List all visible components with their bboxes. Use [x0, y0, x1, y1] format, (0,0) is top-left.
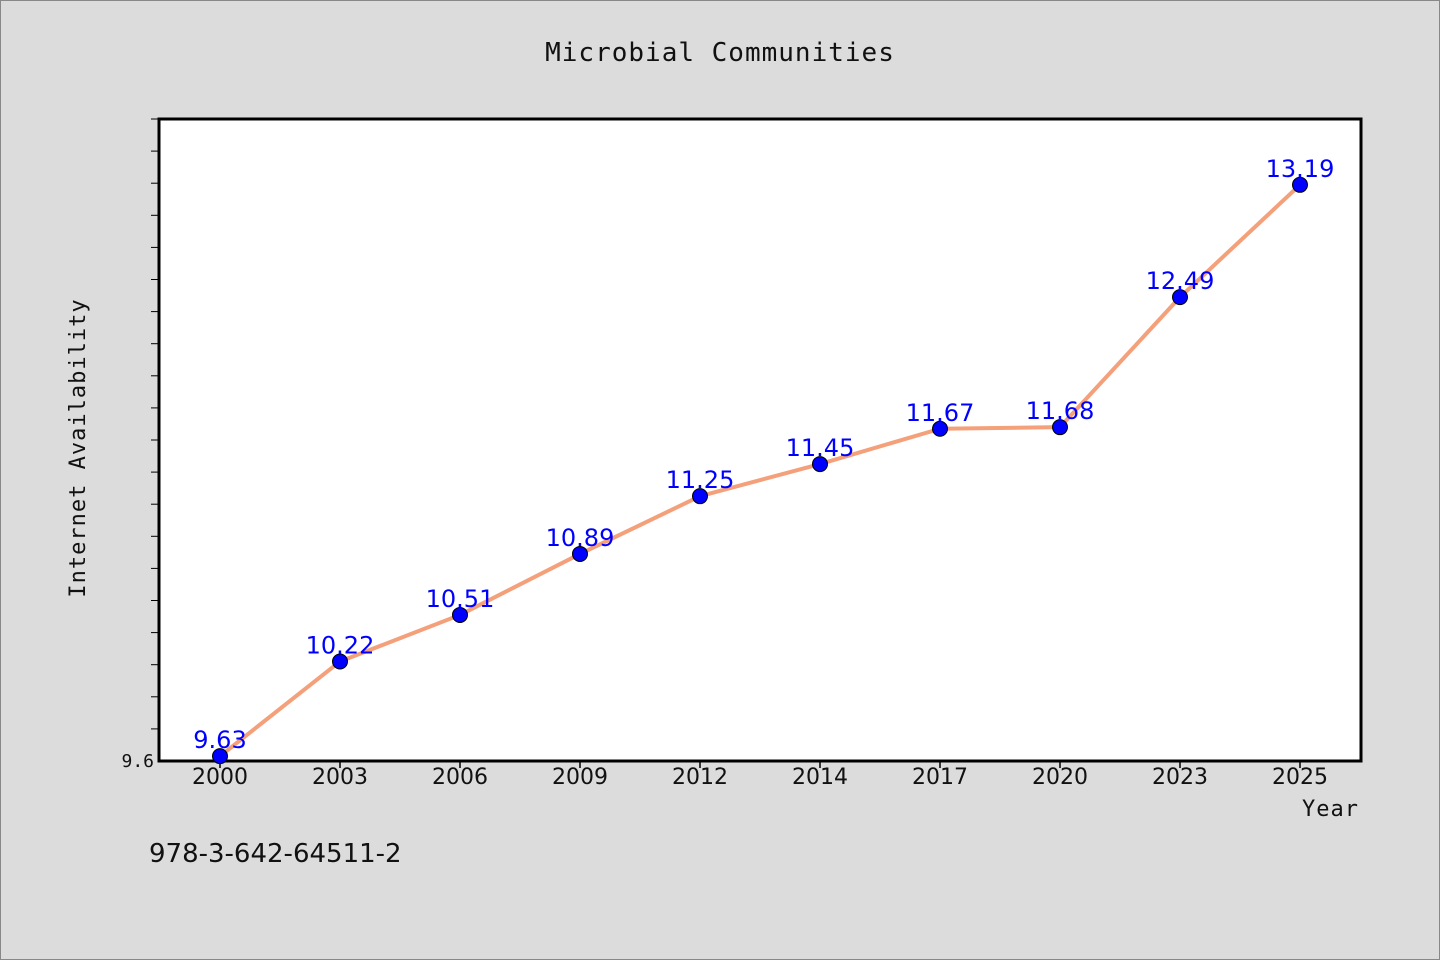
x-tick-label: 2017	[912, 765, 968, 790]
data-label: 10.89	[546, 524, 615, 552]
x-tick-label: 2020	[1032, 765, 1088, 790]
x-tick-label: 2009	[552, 765, 608, 790]
y-tick-label: 9.6	[121, 751, 154, 772]
data-label: 11.25	[666, 466, 735, 494]
isbn-footer: 978-3-642-64511-2	[149, 839, 402, 869]
data-point	[212, 748, 228, 765]
data-point	[932, 420, 948, 437]
y-axis-label: Internet Availability	[66, 298, 91, 597]
x-axis-label: Year	[1302, 797, 1359, 822]
chart-title: Microbial Communities	[545, 38, 895, 68]
series-line	[218, 183, 1302, 758]
data-label: 12.49	[1146, 267, 1215, 295]
series-polyline	[218, 183, 1302, 758]
x-tick-label: 2014	[792, 765, 848, 790]
x-tick-label: 2025	[1272, 765, 1328, 790]
data-label: 10.22	[306, 631, 375, 659]
data-label: 11.45	[786, 434, 855, 462]
data-point	[812, 456, 828, 473]
data-label: 11.68	[1026, 397, 1095, 425]
data-point	[572, 545, 588, 562]
series-data-labels: 9.63 10.22 10.51 10.89 11.25 11.45 11.67 11.68 1…	[193, 155, 1334, 754]
x-tick-label: 2000	[192, 765, 248, 790]
x-tick-label: 2006	[432, 765, 488, 790]
y-axis-minor-ticks	[151, 118, 159, 730]
data-label: 9.63	[193, 726, 246, 754]
y-axis-tick-labels: 9.6	[121, 751, 154, 772]
x-axis-tick-labels: 2000 2003 2006 2009 2012 2014 2017 2020 2023 2025	[192, 765, 1328, 790]
data-point	[1292, 176, 1308, 193]
x-tick-label: 2003	[312, 765, 368, 790]
series-markers	[212, 176, 1308, 765]
data-point	[332, 653, 348, 670]
data-point	[1172, 289, 1188, 306]
data-point	[692, 488, 708, 505]
data-label: 11.67	[906, 399, 975, 427]
data-point	[1052, 419, 1068, 436]
data-label: 10.51	[426, 585, 495, 613]
x-tick-label: 2023	[1152, 765, 1208, 790]
data-label: 13.19	[1266, 155, 1335, 183]
data-point	[452, 606, 468, 623]
x-tick-label: 2012	[672, 765, 728, 790]
